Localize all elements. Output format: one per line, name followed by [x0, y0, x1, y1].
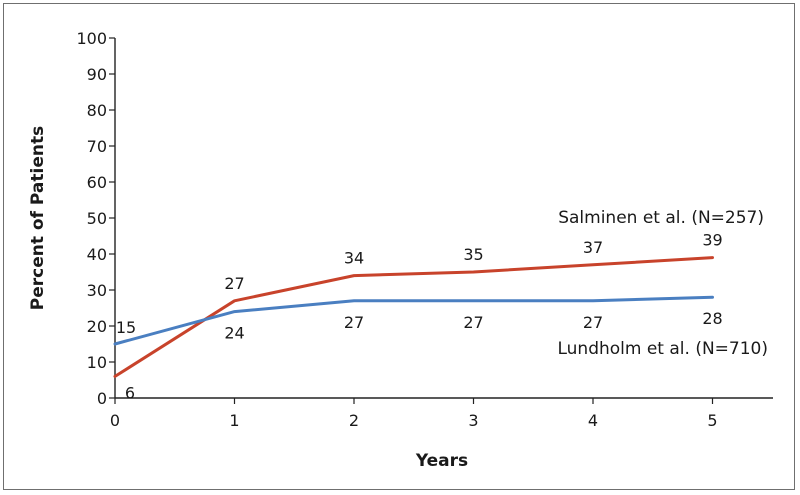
x-tick-label: 4 — [588, 411, 598, 430]
x-tick-label: 5 — [707, 411, 717, 430]
y-tick-label: 10 — [87, 353, 107, 372]
data-label-lundholm: 27 — [583, 313, 603, 332]
data-label-lundholm: 28 — [702, 309, 722, 328]
data-label-lundholm: 27 — [344, 313, 364, 332]
x-tick-label: 3 — [468, 411, 478, 430]
y-tick-label: 40 — [87, 245, 107, 264]
series-line-lundholm — [113, 295, 714, 346]
y-tick-label: 20 — [87, 317, 107, 336]
data-label-lundholm: 27 — [463, 313, 483, 332]
y-tick-label: 60 — [87, 173, 107, 192]
data-label-salminen: 39 — [702, 231, 722, 250]
data-label-lundholm: 24 — [224, 324, 244, 343]
y-tick-label: 0 — [97, 389, 107, 408]
x-tick-label: 0 — [110, 411, 120, 430]
data-label-lundholm: 15 — [116, 318, 136, 337]
series-lines — [113, 256, 714, 378]
series-label-lundholm: Lundholm et al. (N=710) — [557, 339, 768, 359]
x-tick-label: 2 — [349, 411, 359, 430]
y-axis-title: Percent of Patients — [28, 126, 48, 310]
y-tick-label: 70 — [87, 137, 107, 156]
y-tick-label: 100 — [76, 29, 107, 48]
data-label-salminen: 34 — [344, 249, 364, 268]
series-line-salminen — [113, 256, 714, 378]
x-axis-title: Years — [415, 451, 468, 471]
data-label-salminen: 27 — [224, 274, 244, 293]
figure-frame — [3, 3, 795, 490]
data-label-salminen: 35 — [463, 245, 483, 264]
y-tick-label: 80 — [87, 101, 107, 120]
series-label-salminen: Salminen et al. (N=257) — [558, 208, 764, 228]
y-tick-label: 90 — [87, 65, 107, 84]
y-tick-label: 30 — [87, 281, 107, 300]
data-label-salminen: 37 — [583, 238, 603, 257]
data-labels: 6 15 27 24 34 27 35 27 37 27 39 28 — [116, 231, 723, 403]
data-label-salminen: 6 — [125, 383, 135, 402]
y-tick-label: 50 — [87, 209, 107, 228]
x-tick-label: 1 — [229, 411, 239, 430]
